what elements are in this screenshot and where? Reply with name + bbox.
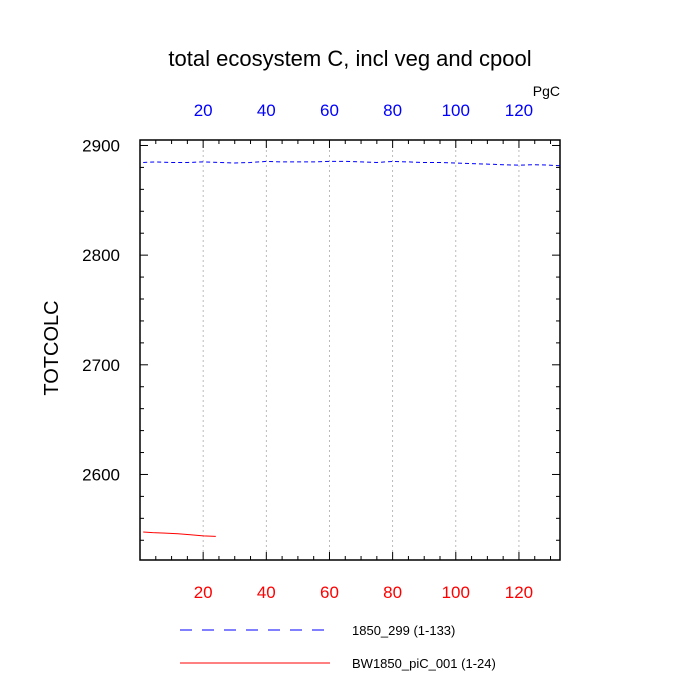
x-tick-label-bottom: 80 xyxy=(383,583,402,602)
y-tick-label: 2600 xyxy=(82,465,120,484)
x-tick-label-bottom: 100 xyxy=(442,583,470,602)
series-line xyxy=(143,531,216,537)
grid-lines xyxy=(202,140,520,560)
series-line xyxy=(143,160,561,167)
x-tick-label-bottom: 60 xyxy=(320,583,339,602)
axis-ticks: 20 20 40 40 60 60 80 80 100 100 120 120 2600 2700 2800… xyxy=(82,101,560,602)
data-series xyxy=(143,160,561,537)
x-tick-label-top: 80 xyxy=(383,101,402,120)
x-tick-label-top: 40 xyxy=(257,101,276,120)
y-axis-label: TOTCOLC xyxy=(41,300,63,395)
x-tick-label-top: 20 xyxy=(194,101,213,120)
y-tick-label: 2800 xyxy=(82,246,120,265)
y-tick-label: 2900 xyxy=(82,136,120,155)
x-tick-label-top: 60 xyxy=(320,101,339,120)
units-label: PgC xyxy=(533,83,560,99)
legend-label: BW1850_piC_001 (1-24) xyxy=(352,656,496,671)
legend: 1850_299 (1-133) BW1850_piC_001 (1-24) xyxy=(180,623,496,671)
chart-title: total ecosystem C, incl veg and cpool xyxy=(168,46,531,71)
x-tick-label-bottom: 40 xyxy=(257,583,276,602)
x-tick-label-bottom: 20 xyxy=(194,583,213,602)
x-tick-label-top: 100 xyxy=(442,101,470,120)
x-tick-label-bottom: 120 xyxy=(505,583,533,602)
legend-label: 1850_299 (1-133) xyxy=(352,623,455,638)
x-tick-label-top: 120 xyxy=(505,101,533,120)
y-tick-label: 2700 xyxy=(82,356,120,375)
plot-frame xyxy=(139,139,561,561)
